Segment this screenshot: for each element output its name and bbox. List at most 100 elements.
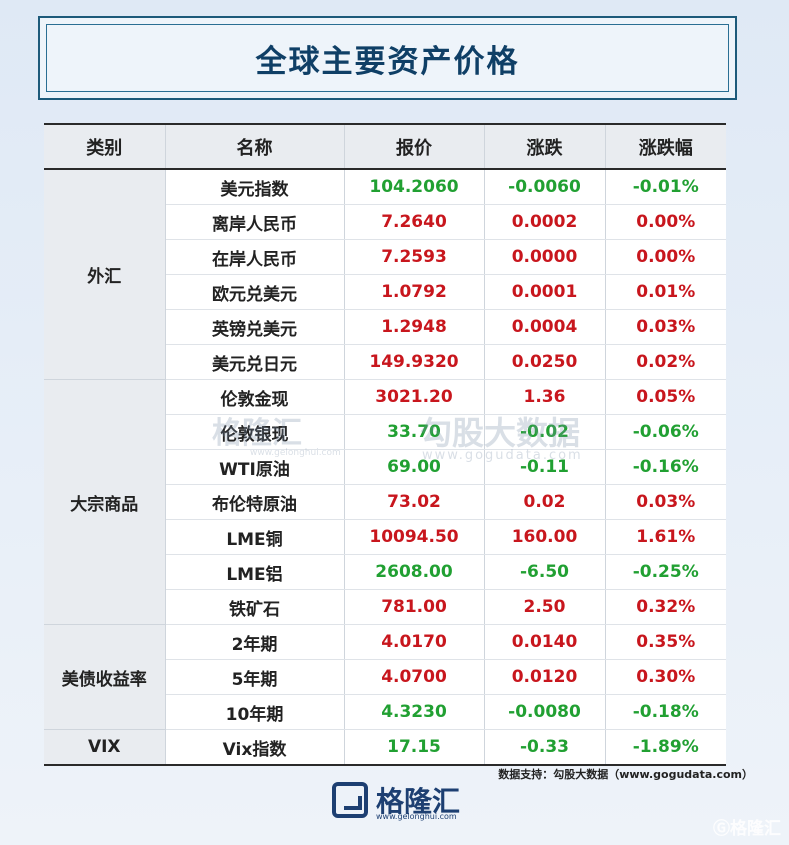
header-change: 涨跌 [484,123,606,170]
asset-name-cell: 欧元兑美元 [165,274,345,310]
price-cell: 781.00 [344,589,485,625]
logo-url: www.gelonghui.com [376,812,457,821]
page-title: 全球主要资产价格 [255,43,520,80]
change-pct-cell: -1.89% [605,729,726,766]
header-price: 报价 [344,123,485,170]
change-cell: 160.00 [484,519,606,555]
asset-name-cell: 在岸人民币 [165,239,345,275]
price-cell: 17.15 [344,729,485,766]
price-cell: 4.3230 [344,694,485,730]
change-pct-cell: 0.32% [605,589,726,625]
table-row: WTI原油 69.00 -0.11 -0.16% [44,449,726,485]
change-cell: 0.0001 [484,274,606,310]
change-cell: -6.50 [484,554,606,590]
asset-name-cell: 2年期 [165,624,345,660]
title-box: 全球主要资产价格 [38,16,737,100]
category-cell: 大宗商品 [44,379,166,625]
change-pct-cell: 0.05% [605,379,726,415]
price-cell: 4.0700 [344,659,485,695]
table-row: 伦敦银现 33.70 -0.02 -0.06% [44,414,726,450]
asset-name-cell: 铁矿石 [165,589,345,625]
change-pct-cell: 0.35% [605,624,726,660]
price-cell: 10094.50 [344,519,485,555]
change-cell: 0.0250 [484,344,606,380]
price-cell: 7.2593 [344,239,485,275]
table-row: 铁矿石 781.00 2.50 0.32% [44,589,726,625]
table-row: 外汇 美元指数 104.2060 -0.0060 -0.01% [44,169,726,380]
table-row: 美元兑日元 149.9320 0.0250 0.02% [44,344,726,380]
asset-name-cell: 美元兑日元 [165,344,345,380]
title-frame: 全球主要资产价格 [46,24,729,92]
table-body: 外汇 美元指数 104.2060 -0.0060 -0.01% 离岸人民币 7.2640 0.… [44,169,726,766]
price-cell: 2608.00 [344,554,485,590]
corner-watermark: Ⓖ格隆汇 [713,819,781,839]
change-cell: -0.0060 [484,169,606,205]
asset-name-cell: 5年期 [165,659,345,695]
change-cell: -0.02 [484,414,606,450]
logo-text: 格隆汇 [376,785,461,818]
change-cell: 0.0120 [484,659,606,695]
change-pct-cell: -0.06% [605,414,726,450]
change-cell: 0.0140 [484,624,606,660]
asset-name-cell: 离岸人民币 [165,204,345,240]
logo-mark-icon [332,782,368,818]
change-pct-cell: 0.03% [605,484,726,520]
price-cell: 1.2948 [344,309,485,345]
change-cell: 0.02 [484,484,606,520]
change-pct-cell: -0.18% [605,694,726,730]
table-row: 10年期 4.3230 -0.0080 -0.18% [44,694,726,730]
change-pct-cell: 0.00% [605,239,726,275]
change-cell: 0.0004 [484,309,606,345]
table-row: 在岸人民币 7.2593 0.0000 0.00% [44,239,726,275]
table-header-row: 类别 名称 报价 涨跌 涨跌幅 [44,123,726,170]
asset-name-cell: 伦敦银现 [165,414,345,450]
price-cell: 1.0792 [344,274,485,310]
change-pct-cell: -0.25% [605,554,726,590]
category-cell: 美债收益率 [44,624,166,730]
table-row: 5年期 4.0700 0.0120 0.30% [44,659,726,695]
change-cell: 1.36 [484,379,606,415]
change-cell: -0.0080 [484,694,606,730]
change-pct-cell: -0.16% [605,449,726,485]
table-row: 布伦特原油 73.02 0.02 0.03% [44,484,726,520]
table-row: 欧元兑美元 1.0792 0.0001 0.01% [44,274,726,310]
price-cell: 69.00 [344,449,485,485]
table-row: 大宗商品 伦敦金现 3021.20 1.36 0.05% [44,379,726,625]
category-cell: 外汇 [44,169,166,380]
change-cell: 2.50 [484,589,606,625]
change-pct-cell: 1.61% [605,519,726,555]
asset-name-cell: 美元指数 [165,169,345,205]
asset-name-cell: LME铝 [165,554,345,590]
change-pct-cell: 0.00% [605,204,726,240]
asset-name-cell: Vix指数 [165,729,345,766]
asset-price-table: 类别 名称 报价 涨跌 涨跌幅 外汇 美元指数 104.2060 -0.0060 -0.… [44,123,726,766]
table-row: LME铝 2608.00 -6.50 -0.25% [44,554,726,590]
asset-name-cell: WTI原油 [165,449,345,485]
change-pct-cell: 0.02% [605,344,726,380]
change-cell: 0.0000 [484,239,606,275]
asset-name-cell: 布伦特原油 [165,484,345,520]
table-row: 离岸人民币 7.2640 0.0002 0.00% [44,204,726,240]
gelonghui-logo: 格隆汇 www.gelonghui.com [332,782,462,824]
category-cell: VIX [44,729,166,766]
price-cell: 33.70 [344,414,485,450]
price-cell: 73.02 [344,484,485,520]
asset-name-cell: 10年期 [165,694,345,730]
change-cell: -0.33 [484,729,606,766]
table-row: VIX Vix指数 17.15 -0.33 -1.89% [44,729,726,766]
table-row: 英镑兑美元 1.2948 0.0004 0.03% [44,309,726,345]
asset-name-cell: 英镑兑美元 [165,309,345,345]
table-row: 美债收益率 2年期 4.0170 0.0140 0.35% [44,624,726,730]
price-cell: 149.9320 [344,344,485,380]
header-category: 类别 [44,123,166,170]
header-name: 名称 [165,123,345,170]
table-row: LME铜 10094.50 160.00 1.61% [44,519,726,555]
change-pct-cell: 0.03% [605,309,726,345]
asset-name-cell: LME铜 [165,519,345,555]
price-cell: 4.0170 [344,624,485,660]
price-cell: 104.2060 [344,169,485,205]
change-pct-cell: 0.30% [605,659,726,695]
price-cell: 7.2640 [344,204,485,240]
header-change-pct: 涨跌幅 [605,123,726,170]
change-cell: -0.11 [484,449,606,485]
